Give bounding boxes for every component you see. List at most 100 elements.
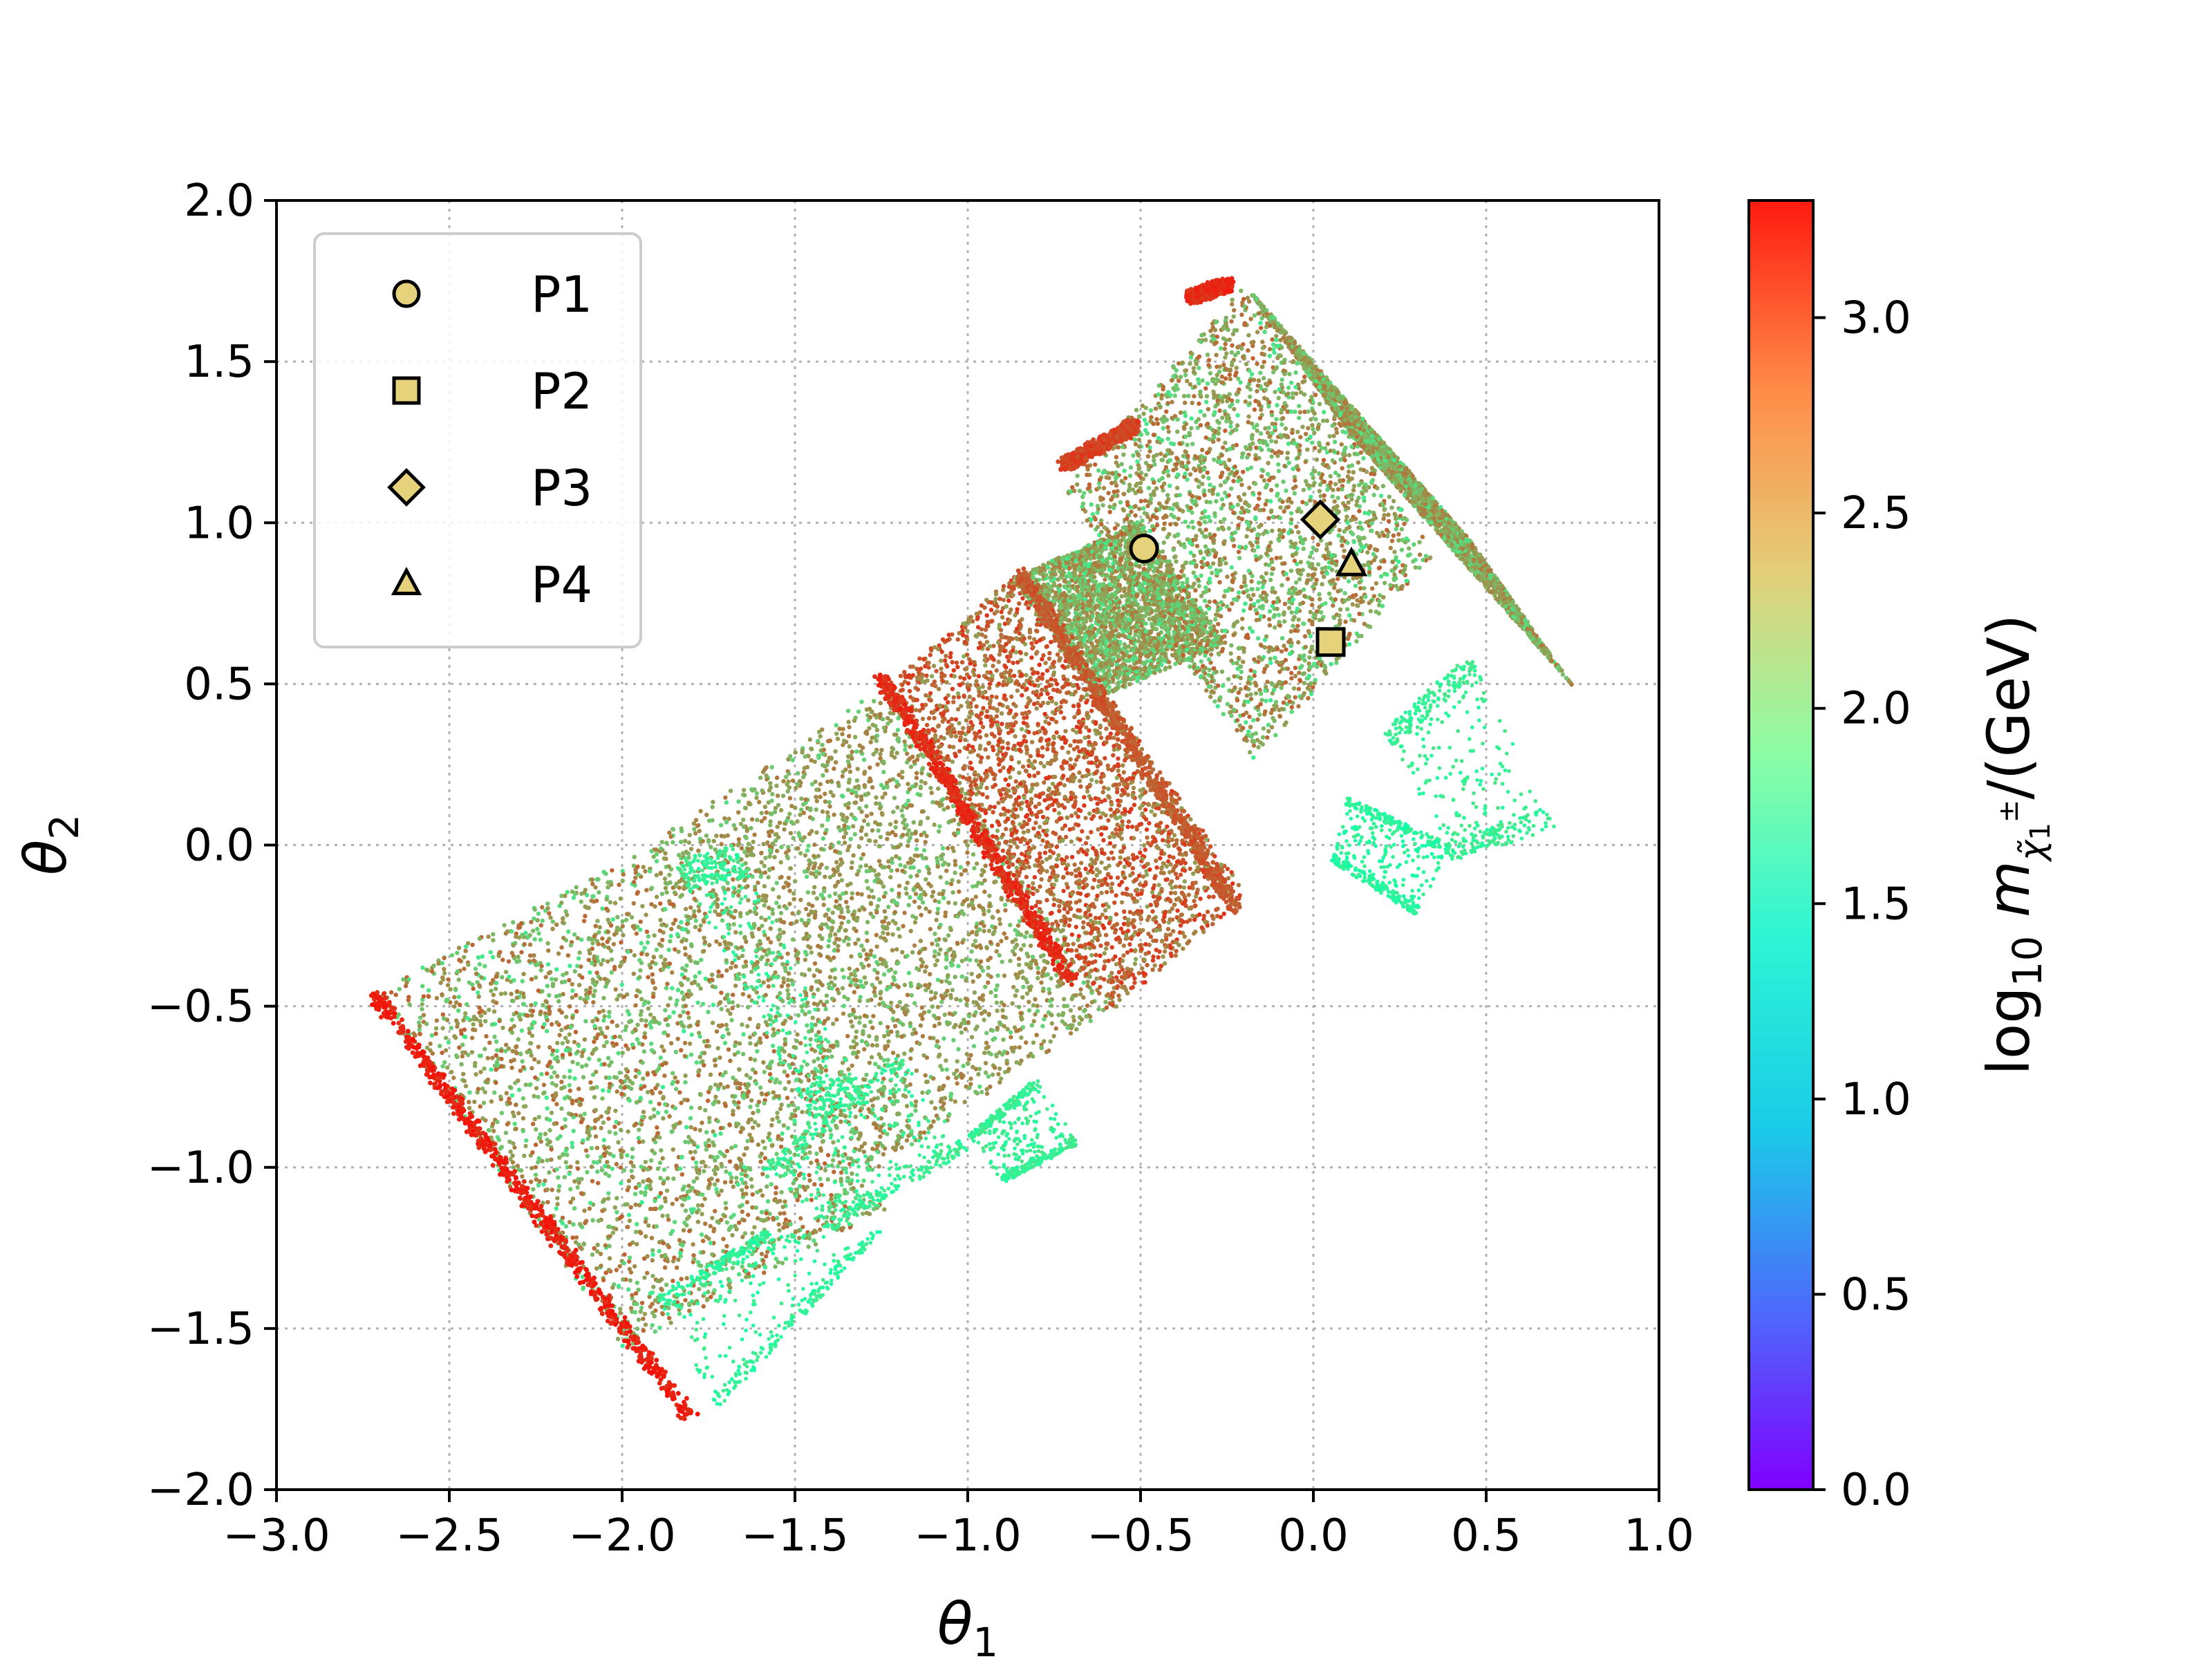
scan-point bbox=[754, 1081, 758, 1085]
scan-point bbox=[915, 854, 919, 858]
scan-point bbox=[696, 1219, 700, 1224]
scan-point bbox=[545, 1029, 549, 1033]
scan-point bbox=[765, 962, 769, 966]
scan-point bbox=[606, 1056, 610, 1060]
scan-point bbox=[716, 1046, 720, 1050]
scan-point bbox=[896, 927, 900, 931]
scan-point bbox=[432, 964, 436, 968]
scan-point bbox=[971, 884, 975, 888]
scan-point bbox=[859, 700, 863, 704]
scan-point bbox=[774, 1257, 778, 1261]
scan-point bbox=[678, 894, 682, 899]
scan-point bbox=[891, 919, 895, 923]
scan-point bbox=[945, 881, 949, 885]
scan-point bbox=[788, 1150, 792, 1154]
scan-point bbox=[865, 1211, 869, 1215]
scan-point bbox=[600, 906, 604, 910]
scan-point bbox=[704, 1044, 709, 1048]
scan-point bbox=[733, 1224, 737, 1228]
scan-point bbox=[793, 1108, 797, 1112]
scan-point bbox=[461, 1072, 465, 1076]
scan-point bbox=[841, 742, 845, 747]
scan-point bbox=[712, 1288, 716, 1292]
scan-point bbox=[777, 895, 781, 899]
scan-point bbox=[915, 847, 919, 851]
scan-point bbox=[994, 988, 998, 992]
scan-point bbox=[635, 931, 639, 935]
scan-point bbox=[602, 1062, 606, 1066]
scan-point bbox=[740, 846, 744, 850]
scan-point bbox=[857, 806, 861, 810]
scan-point bbox=[660, 1214, 664, 1218]
scan-point bbox=[861, 948, 865, 952]
scan-point bbox=[859, 962, 863, 966]
scan-point bbox=[741, 992, 745, 996]
scan-point bbox=[995, 973, 1000, 977]
scan-point bbox=[697, 1034, 702, 1038]
scan-point bbox=[619, 1128, 623, 1132]
scan-point bbox=[442, 1060, 447, 1065]
scan-point bbox=[692, 827, 696, 831]
scan-point bbox=[850, 749, 854, 753]
scan-point bbox=[736, 1004, 740, 1008]
scan-point bbox=[693, 914, 697, 918]
scan-point bbox=[650, 1258, 655, 1262]
scan-point bbox=[478, 1105, 482, 1109]
scan-point bbox=[548, 915, 552, 919]
scan-point bbox=[1040, 971, 1044, 975]
scan-point bbox=[928, 927, 932, 931]
scan-point bbox=[778, 1061, 782, 1065]
scan-point bbox=[577, 956, 581, 960]
scan-point bbox=[775, 918, 779, 922]
scan-point bbox=[666, 1003, 670, 1007]
scan-point bbox=[651, 1285, 655, 1289]
scan-point bbox=[1013, 946, 1017, 950]
scan-point bbox=[946, 973, 950, 977]
scan-point bbox=[771, 912, 775, 916]
scan-point bbox=[565, 1153, 569, 1157]
scan-point bbox=[525, 1050, 529, 1054]
scan-point bbox=[683, 839, 687, 843]
scan-point bbox=[853, 973, 857, 977]
scan-point bbox=[671, 827, 675, 832]
scan-point bbox=[686, 856, 691, 860]
scan-point bbox=[568, 1052, 572, 1056]
scan-point bbox=[662, 856, 666, 861]
scan-point bbox=[515, 989, 519, 993]
scan-point bbox=[981, 997, 985, 1002]
scan-point bbox=[529, 1066, 534, 1070]
scan-point bbox=[592, 1049, 596, 1053]
scan-point bbox=[567, 978, 571, 982]
scan-point bbox=[830, 926, 834, 930]
scan-point bbox=[821, 752, 825, 756]
scan-point bbox=[704, 1147, 709, 1152]
scan-point bbox=[1020, 969, 1024, 973]
scan-point bbox=[608, 1152, 612, 1156]
scan-point bbox=[507, 959, 511, 964]
scan-point bbox=[814, 795, 818, 799]
scan-point bbox=[597, 1219, 601, 1223]
scan-point bbox=[635, 1242, 639, 1246]
scan-point bbox=[736, 889, 740, 893]
scan-point bbox=[930, 941, 934, 946]
scan-point bbox=[592, 957, 596, 961]
scan-point bbox=[831, 1158, 835, 1162]
scan-point bbox=[782, 1221, 787, 1226]
scan-point bbox=[781, 779, 785, 783]
scan-point bbox=[989, 1052, 993, 1056]
scan-point bbox=[737, 837, 741, 841]
scan-point bbox=[693, 1150, 697, 1154]
scan-point bbox=[632, 926, 637, 930]
scan-point bbox=[889, 868, 893, 872]
scan-point bbox=[677, 853, 681, 857]
scan-point bbox=[1096, 1007, 1100, 1011]
scan-point bbox=[577, 1044, 581, 1048]
scan-point bbox=[610, 1020, 614, 1024]
scan-point bbox=[626, 950, 630, 954]
scan-point bbox=[446, 983, 450, 987]
scan-point bbox=[664, 881, 668, 885]
scan-point bbox=[707, 943, 711, 947]
scan-point bbox=[588, 1201, 592, 1205]
scan-point bbox=[568, 1187, 572, 1191]
scan-point bbox=[688, 906, 693, 910]
